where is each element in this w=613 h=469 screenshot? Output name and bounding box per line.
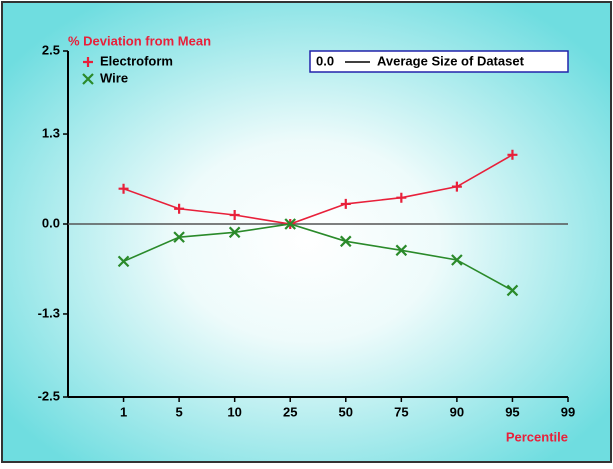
series-line xyxy=(123,223,513,292)
y-tick-label: 0.0 xyxy=(42,215,60,230)
marker xyxy=(340,198,351,209)
x-tick-label: 10 xyxy=(227,404,241,419)
y-tick-label: 1.3 xyxy=(42,125,60,140)
y-tick-label: -1.3 xyxy=(38,305,60,320)
y-tick-label: 2.5 xyxy=(42,42,60,57)
y-axis-label: % Deviation from Mean xyxy=(68,33,211,48)
x-tick-label: 1 xyxy=(120,404,127,419)
marker xyxy=(117,255,130,268)
marker xyxy=(174,203,185,214)
x-tick-label: 25 xyxy=(283,404,297,419)
marker xyxy=(451,254,463,266)
legend-label: Wire xyxy=(100,70,128,85)
marker xyxy=(340,235,352,248)
x-tick-label: 99 xyxy=(561,404,575,419)
series-line xyxy=(123,154,513,225)
marker xyxy=(83,57,93,67)
x-tick-label: 5 xyxy=(175,404,182,419)
marker xyxy=(506,284,519,297)
x-tick-label: 75 xyxy=(394,404,408,419)
annotation-box xyxy=(309,50,569,73)
marker xyxy=(229,210,240,221)
marker xyxy=(173,231,185,243)
marker xyxy=(451,181,462,192)
marker xyxy=(228,226,241,239)
marker xyxy=(284,218,296,230)
marker xyxy=(507,149,518,160)
x-tick-label: 50 xyxy=(339,404,353,419)
x-axis-label: Percentile xyxy=(506,429,568,444)
marker xyxy=(395,244,408,257)
annotation-text: Average Size of Dataset xyxy=(377,53,525,68)
marker xyxy=(118,183,129,194)
marker xyxy=(396,192,407,203)
annotation-value: 0.0 xyxy=(316,53,334,68)
x-tick-label: 95 xyxy=(505,404,519,419)
y-tick-label: -2.5 xyxy=(38,388,60,403)
marker xyxy=(82,73,94,85)
x-tick-label: 90 xyxy=(450,404,464,419)
legend-label: Electroform xyxy=(100,53,173,68)
